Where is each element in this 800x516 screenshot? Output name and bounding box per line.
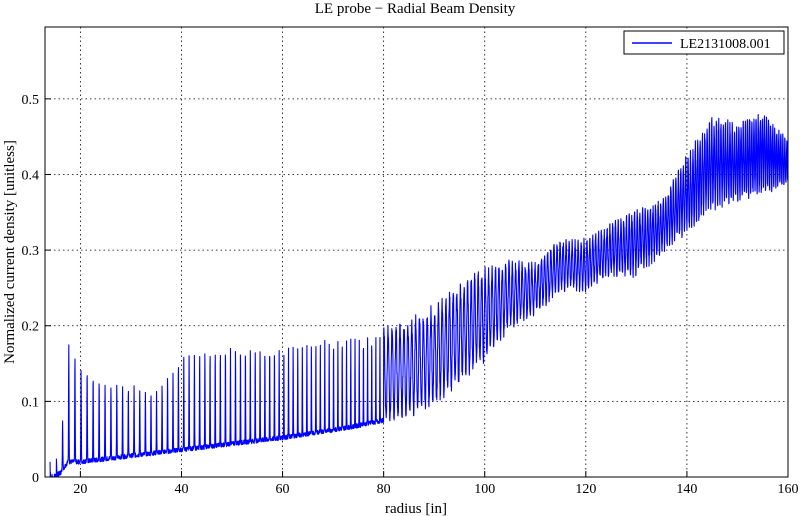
x-tick-label: 140: [676, 482, 697, 497]
y-tick-label: 0.1: [22, 395, 40, 410]
y-tick-label: 0.3: [22, 244, 40, 259]
y-tick-label: 0.5: [22, 93, 40, 108]
plot-area: [45, 27, 788, 477]
y-tick-label: 0.4: [22, 168, 40, 183]
x-tick-label: 40: [174, 482, 188, 497]
axis-ticks: 20 40 60 80 100 120 140 160 0 0.1 0.2 0.3 0.4 0.5: [22, 93, 799, 497]
legend: LE2131008.001: [623, 30, 785, 55]
series-line: [49, 114, 789, 478]
x-tick-label: 20: [73, 482, 87, 497]
y-tick-label: 0: [32, 471, 39, 486]
x-tick-label: 100: [474, 482, 495, 497]
legend-entry-label: LE2131008.001: [680, 37, 771, 52]
y-tick-label: 0.2: [22, 320, 40, 335]
y-axis-label: Normalized current density [unitless]: [2, 140, 18, 364]
x-axis-label: radius [in]: [385, 501, 447, 516]
x-tick-label: 120: [575, 482, 596, 497]
chart-title: LE probe − Radial Beam Density: [315, 1, 516, 17]
x-tick-label: 160: [778, 482, 799, 497]
x-tick-label: 60: [276, 482, 290, 497]
x-tick-label: 80: [377, 482, 391, 497]
series-layer: [49, 114, 789, 478]
plot-frame: [44, 26, 789, 478]
legend-box: [623, 30, 785, 55]
